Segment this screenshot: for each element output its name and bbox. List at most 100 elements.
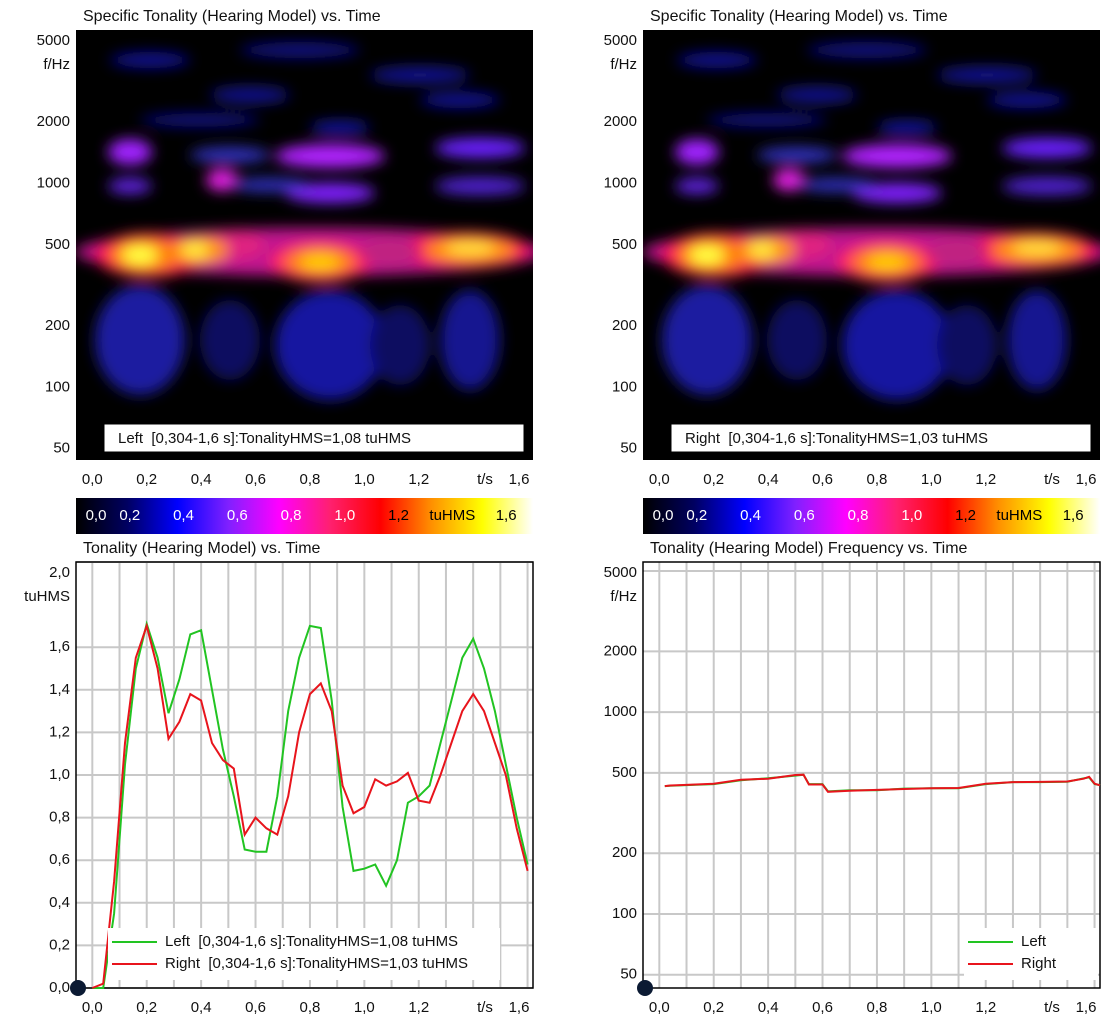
x-tick-label: 1,6 (509, 999, 530, 1016)
spectrogram-blob (987, 92, 1067, 108)
colorbar-tick-label: 0,4 (740, 507, 761, 524)
y-tick-label: 50 (620, 440, 637, 457)
legend-label: Left [0,304-1,6 s]:TonalityHMS=1,08 tuHM… (165, 933, 458, 950)
x-tick-label: 0,0 (82, 999, 103, 1016)
spectrogram-blob (370, 67, 470, 83)
x-tick-label: 0,0 (649, 999, 670, 1016)
series-line (92, 620, 529, 989)
annotation-box (670, 423, 1092, 453)
chart-title: Specific Tonality (Hearing Model) vs. Ti… (83, 8, 381, 25)
chart-title: Tonality (Hearing Model) vs. Time (83, 540, 321, 557)
x-axis-label: t/s (477, 471, 493, 488)
spectrogram-blob (777, 87, 857, 103)
y-tick-label: 5000 (604, 564, 637, 581)
spectrogram-blob (1002, 177, 1092, 195)
plot-area (643, 562, 1100, 988)
colorbar (643, 498, 1100, 534)
x-tick-label: 0,4 (191, 471, 212, 488)
x-tick-label: 1,0 (921, 471, 942, 488)
colorbar-unit: tuHMS (429, 507, 475, 524)
series-line (91, 622, 529, 989)
x-tick-label: 0,8 (300, 471, 321, 488)
y-tick-label: 0,6 (49, 851, 70, 868)
spectrogram (76, 42, 533, 400)
panel: Tonality (Hearing Model) Frequency vs. T… (604, 540, 1101, 1016)
x-tick-label: 0,2 (703, 999, 724, 1016)
panel: Specific Tonality (Hearing Model) vs. Ti… (37, 8, 533, 534)
chart-title: Specific Tonality (Hearing Model) vs. Ti… (650, 8, 948, 25)
chart-title: Tonality (Hearing Model) Frequency vs. T… (650, 540, 968, 557)
x-tick-label: 1,2 (975, 999, 996, 1016)
spectrogram-blob (370, 305, 430, 385)
spectrogram-blur (76, 42, 533, 400)
spectrogram-blob (190, 147, 270, 163)
x-tick-label: 0,2 (703, 471, 724, 488)
colorbar-tick-label: 1,0 (901, 507, 922, 524)
y-tick-label: 500 (612, 236, 637, 253)
spectrogram-blob (877, 121, 937, 135)
spectrogram-blob (675, 178, 719, 194)
y-tick-label: 0,4 (49, 894, 70, 911)
spectrogram-blob (445, 241, 495, 255)
spectrogram-blob (420, 92, 500, 108)
colorbar-tick-label: 0,6 (794, 507, 815, 524)
plot-frame (642, 561, 1101, 989)
spectrogram-blob (927, 238, 987, 266)
x-axis-label: t/s (477, 999, 493, 1016)
annotation-box (103, 423, 525, 453)
spectrogram-blob (1007, 290, 1067, 390)
spectrogram-blob (435, 138, 525, 158)
spectrogram-blob (842, 144, 952, 168)
x-axis-label: t/s (1044, 999, 1060, 1016)
y-tick-label: 500 (45, 236, 70, 253)
x-tick-label: 1,2 (408, 999, 429, 1016)
spectrogram-blob (110, 52, 190, 68)
spectrogram-blob (773, 169, 805, 191)
y-tick-label: 2000 (37, 113, 70, 130)
y-tick-label: 1000 (604, 703, 637, 720)
spectrogram-blob (662, 285, 752, 395)
y-tick-label: 1,4 (49, 681, 70, 698)
y-tick-label: 200 (45, 317, 70, 334)
spectrogram-blob (210, 87, 290, 103)
spectrogram-blob (867, 254, 907, 270)
spectrogram-blob (675, 139, 719, 165)
x-tick-label: 1,0 (354, 471, 375, 488)
y-tick-label: 1,2 (49, 723, 70, 740)
series-line (664, 773, 1101, 793)
spectrogram-blob (275, 144, 385, 168)
x-tick-label: 0,8 (867, 471, 888, 488)
spectrogram-blob (937, 67, 1037, 83)
annotation: Right [0,304-1,6 s]:TonalityHMS=1,03 tuH… (685, 430, 988, 447)
x-tick-label: 1,6 (509, 471, 530, 488)
x-tick-label: 0,2 (136, 471, 157, 488)
annotation: Left [0,304-1,6 s]:TonalityHMS=1,08 tuHM… (118, 430, 411, 447)
colorbar-tick-label: 0,6 (227, 507, 248, 524)
spectrogram-blob (757, 147, 837, 163)
y-tick-label: 5000 (37, 32, 70, 49)
spectrogram-blob (285, 183, 375, 203)
y-tick-label: 50 (620, 966, 637, 983)
spectrogram-blob (707, 113, 827, 127)
y-tick-label: 1000 (604, 174, 637, 191)
colorbar-tick-label: 1,6 (1063, 507, 1084, 524)
spectrogram-blob (842, 290, 952, 400)
spectrogram-blob (689, 245, 725, 265)
panel: Tonality (Hearing Model) vs. Time Left [0… (24, 540, 534, 1016)
spectrogram-blob (275, 290, 385, 400)
x-tick-label: 0,2 (136, 999, 157, 1016)
colorbar-tick-label: 1,2 (955, 507, 976, 524)
y-tick-label: 200 (612, 844, 637, 861)
legend-box (108, 928, 500, 980)
colorbar-tick-label: 1,6 (496, 507, 517, 524)
colorbar-tick-label: 0,2 (686, 507, 707, 524)
spectrogram-blob (435, 177, 525, 195)
spectrogram-blob (140, 113, 260, 127)
x-tick-label: 1,6 (1076, 999, 1097, 1016)
spectrogram-blob (748, 242, 776, 258)
spectrogram-blob (122, 245, 158, 265)
x-tick-label: 0,4 (758, 999, 779, 1016)
colorbar-tick-label: 0,0 (653, 507, 674, 524)
x-tick-label: 1,2 (975, 471, 996, 488)
x-axis-label: t/s (1044, 471, 1060, 488)
